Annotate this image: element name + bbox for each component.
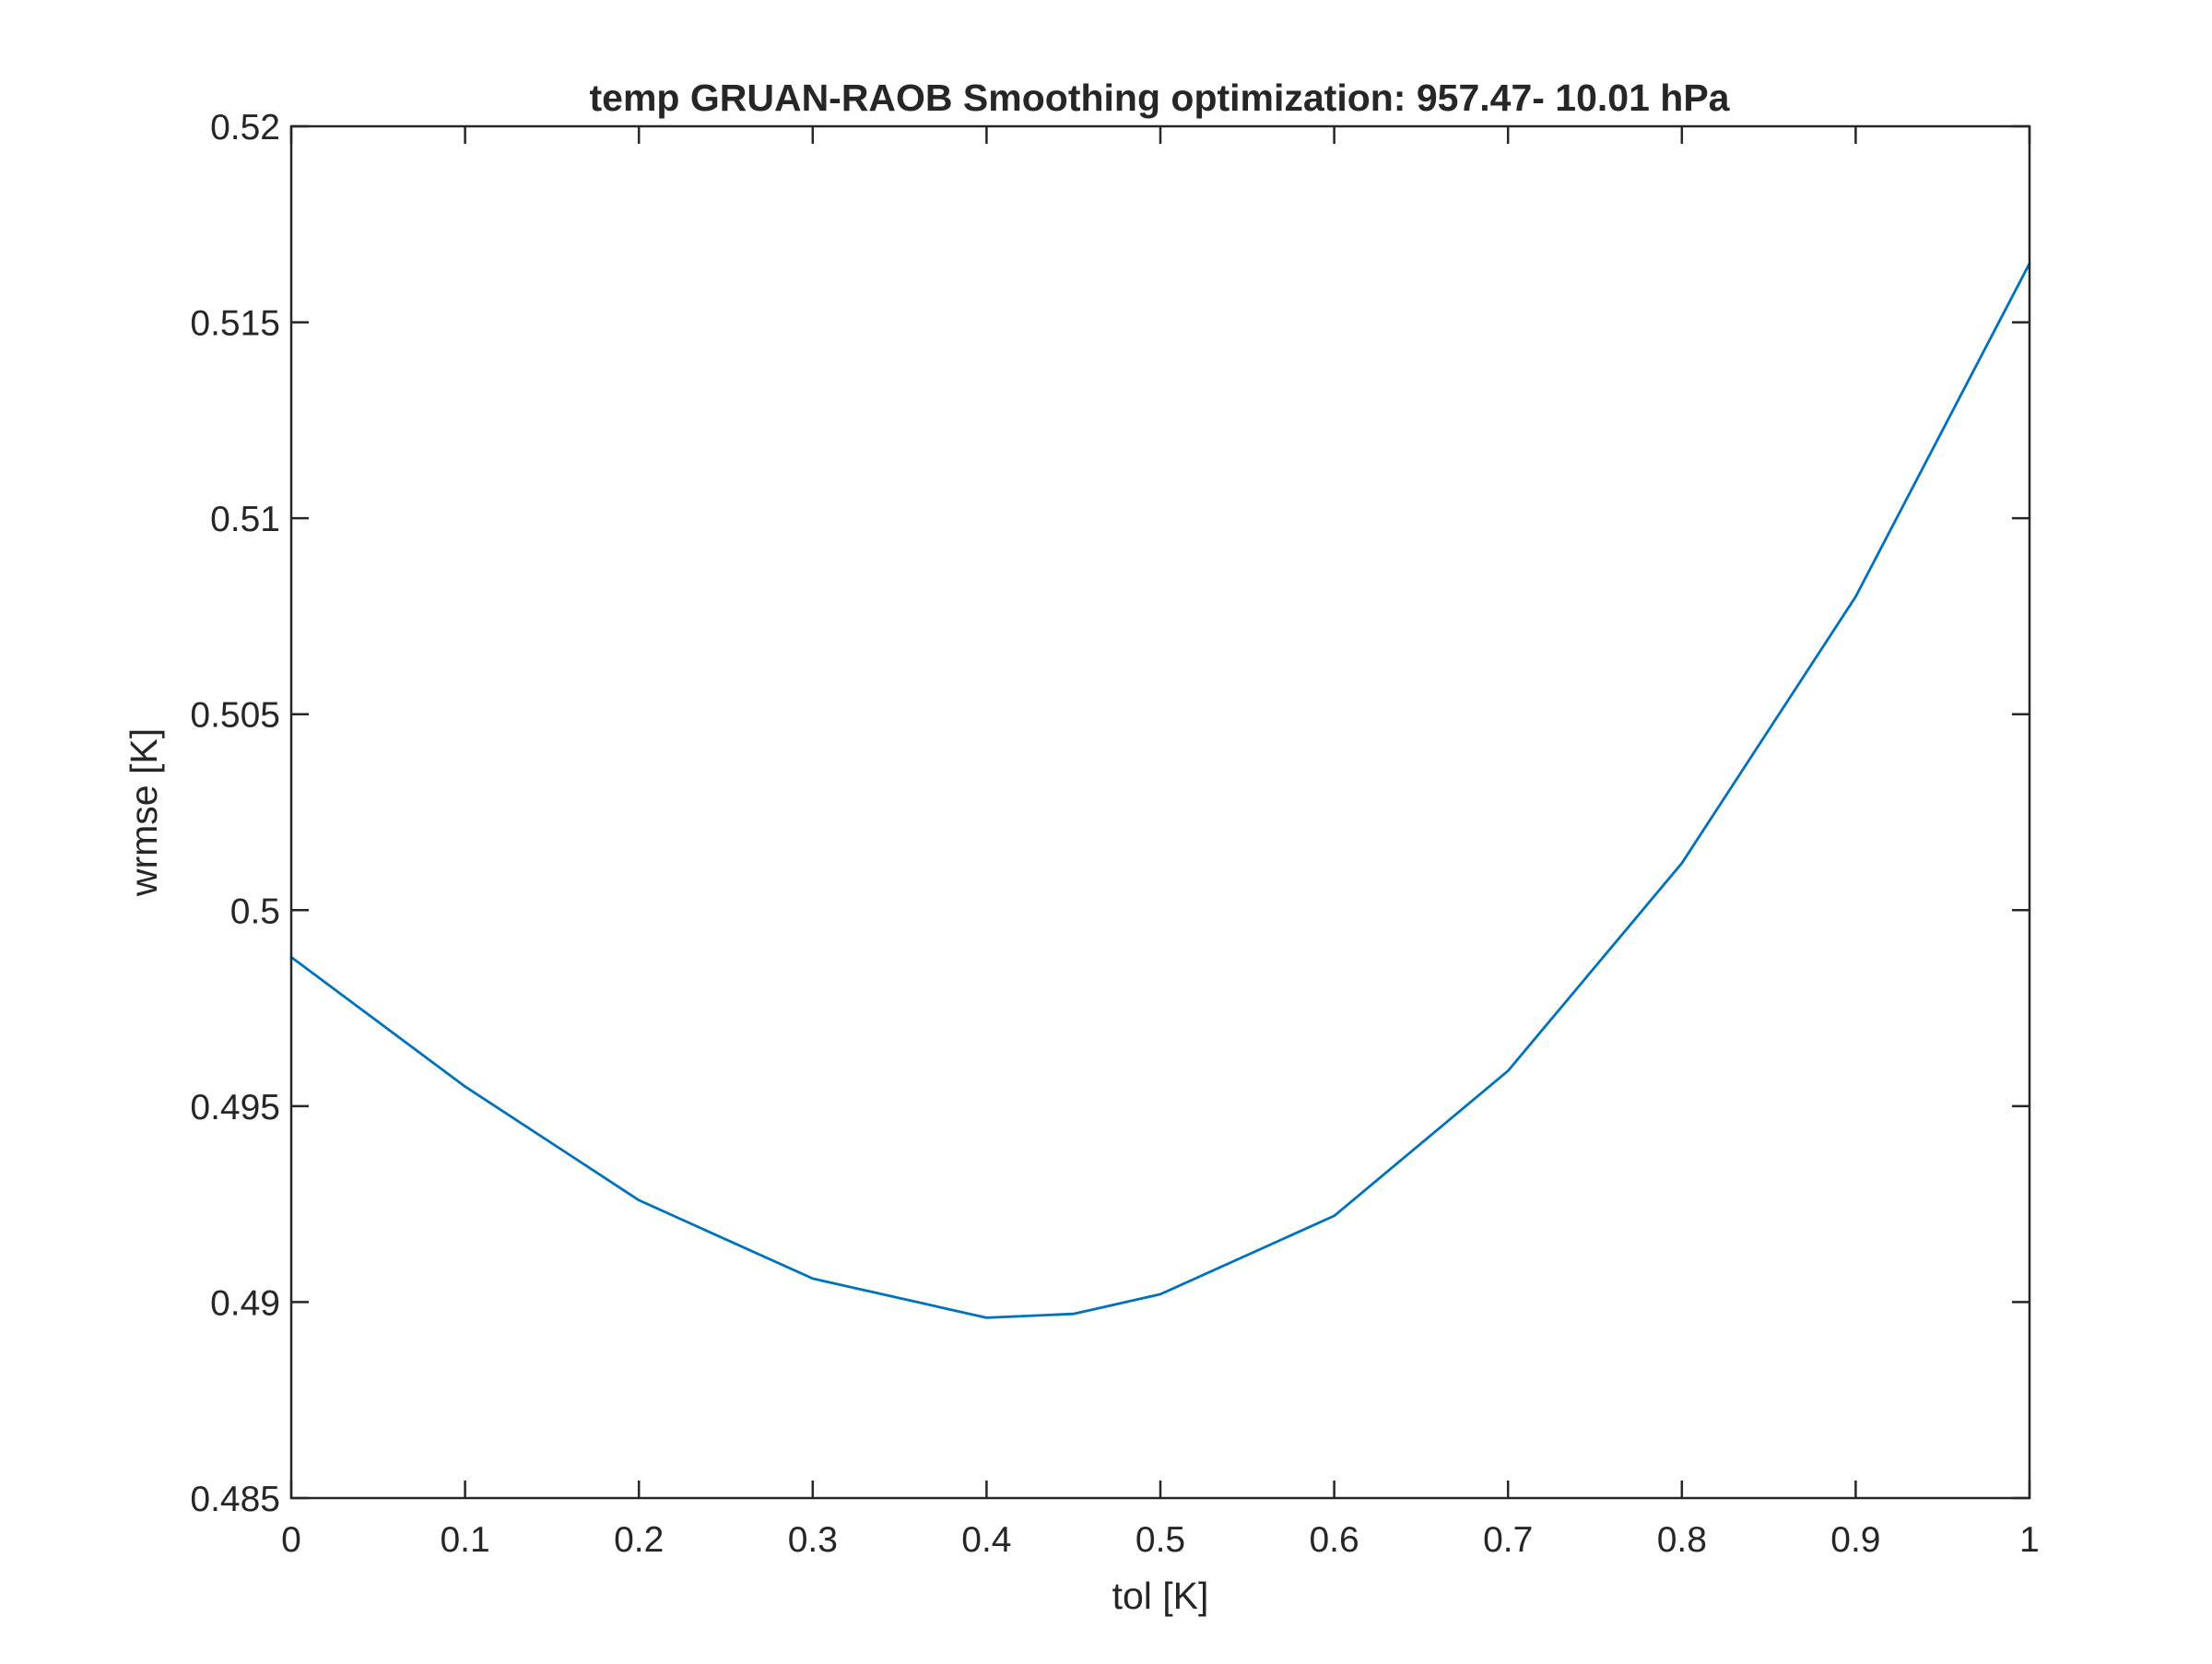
data-point bbox=[811, 1277, 814, 1280]
series-line bbox=[289, 262, 2031, 1319]
x-tick-label: 0.1 bbox=[440, 1520, 489, 1560]
y-tick-label: 0.495 bbox=[190, 1088, 280, 1127]
y-axis-label: wrmse [K] bbox=[123, 728, 165, 897]
y-tick-label: 0.485 bbox=[190, 1480, 280, 1519]
x-tick-label: 0.6 bbox=[1309, 1520, 1359, 1560]
y-tick-label: 0.5 bbox=[230, 891, 280, 931]
data-point bbox=[1680, 862, 1684, 865]
x-tick-label: 0.8 bbox=[1657, 1520, 1707, 1560]
x-tick-label: 0.7 bbox=[1483, 1520, 1533, 1560]
x-tick-label: 0.9 bbox=[1830, 1520, 1880, 1560]
data-point bbox=[1333, 1214, 1335, 1218]
x-tick-label: 0.5 bbox=[1135, 1520, 1185, 1560]
y-tick-label: 0.505 bbox=[190, 696, 280, 736]
data-point bbox=[1159, 1292, 1162, 1296]
data-point bbox=[1072, 1312, 1075, 1316]
data-point bbox=[985, 1316, 988, 1319]
plot-frame bbox=[289, 124, 2031, 1500]
chart-title: temp GRUAN-RAOB Smoothing optimization: … bbox=[590, 77, 1731, 119]
x-tick-label: 0.2 bbox=[614, 1520, 664, 1560]
x-axis-label: tol [K] bbox=[1112, 1575, 1209, 1617]
y-tick-label: 0.515 bbox=[190, 304, 280, 344]
data-point bbox=[638, 1198, 641, 1202]
x-tick-label: 0.3 bbox=[788, 1520, 838, 1560]
y-tick-label: 0.51 bbox=[210, 500, 280, 539]
data-point bbox=[464, 1085, 466, 1088]
data-point bbox=[1854, 595, 1857, 598]
data-point bbox=[1507, 1069, 1510, 1072]
x-tick-label: 0.4 bbox=[961, 1520, 1011, 1560]
y-axis: 0.485 0.49 0.495 0.5 0.505 0.51 0.515 0.52 bbox=[190, 108, 2030, 1519]
y-tick-label: 0.49 bbox=[210, 1283, 280, 1323]
x-axis: 0 0.1 0.2 0.3 0.4 0.5 0.6 0.7 0.8 0.9 1 bbox=[281, 126, 2040, 1560]
x-tick-label: 1 bbox=[2019, 1520, 2040, 1560]
plot-area bbox=[291, 126, 2030, 1498]
y-tick-label: 0.52 bbox=[210, 108, 280, 148]
x-tick-label: 0 bbox=[281, 1520, 301, 1560]
